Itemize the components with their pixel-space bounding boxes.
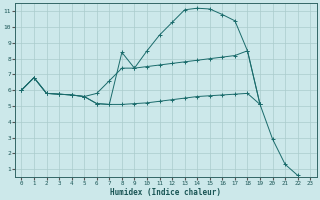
X-axis label: Humidex (Indice chaleur): Humidex (Indice chaleur) [110, 188, 221, 197]
